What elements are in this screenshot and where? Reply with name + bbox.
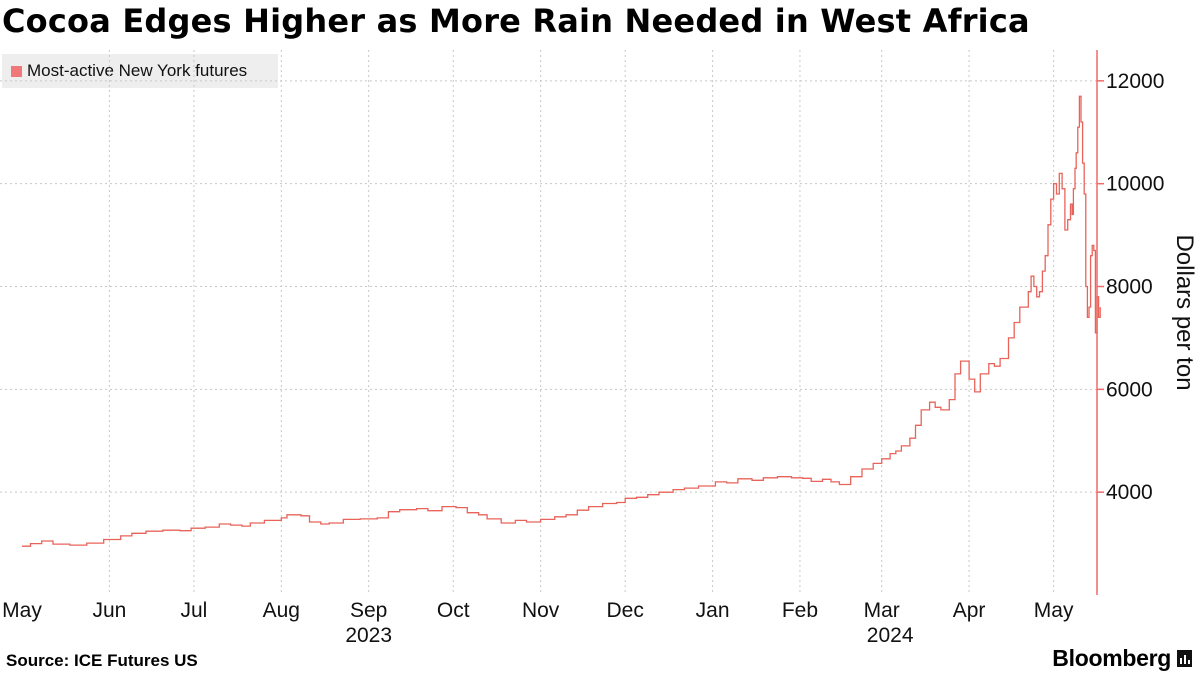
x-tick-label: May [2, 599, 42, 622]
x-tick-label: Jun [92, 599, 126, 622]
year-label: 2023 [345, 624, 392, 647]
y-tick-label: 6000 [1106, 378, 1153, 401]
x-tick-label: Aug [263, 599, 300, 622]
y-tick-label: 10000 [1106, 173, 1164, 196]
y-tick-label: 12000 [1106, 70, 1164, 93]
source-note: Source: ICE Futures US [6, 651, 198, 670]
legend: Most-active New York futures [2, 54, 278, 88]
y-axis-label: Dollars per ton [1171, 234, 1198, 390]
y-tick-label: 4000 [1106, 481, 1153, 504]
x-tick-label: Oct [437, 599, 470, 622]
y-tick-label: 8000 [1106, 276, 1153, 299]
x-tick-label: Jul [181, 599, 208, 622]
x-tick-label: May [1034, 599, 1074, 622]
x-tick-label: Nov [522, 599, 560, 622]
brand-name: Bloomberg [1052, 645, 1171, 671]
x-tick-label: Feb [782, 599, 818, 622]
series-line [22, 95, 1101, 547]
bar-chart-icon [1177, 650, 1192, 667]
x-tick-label: Apr [953, 599, 986, 622]
legend-swatch [11, 65, 22, 77]
bloomberg-logo: Bloomberg [1052, 645, 1192, 672]
year-label: 2024 [867, 624, 914, 647]
x-tick-label: Mar [864, 599, 900, 622]
x-tick-label: Dec [607, 599, 644, 622]
x-tick-label: Jan [696, 599, 730, 622]
chart-title: Cocoa Edges Higher as More Rain Needed i… [2, 2, 1030, 40]
legend-label: Most-active New York futures [27, 61, 248, 80]
x-tick-label: Sep [350, 599, 387, 622]
